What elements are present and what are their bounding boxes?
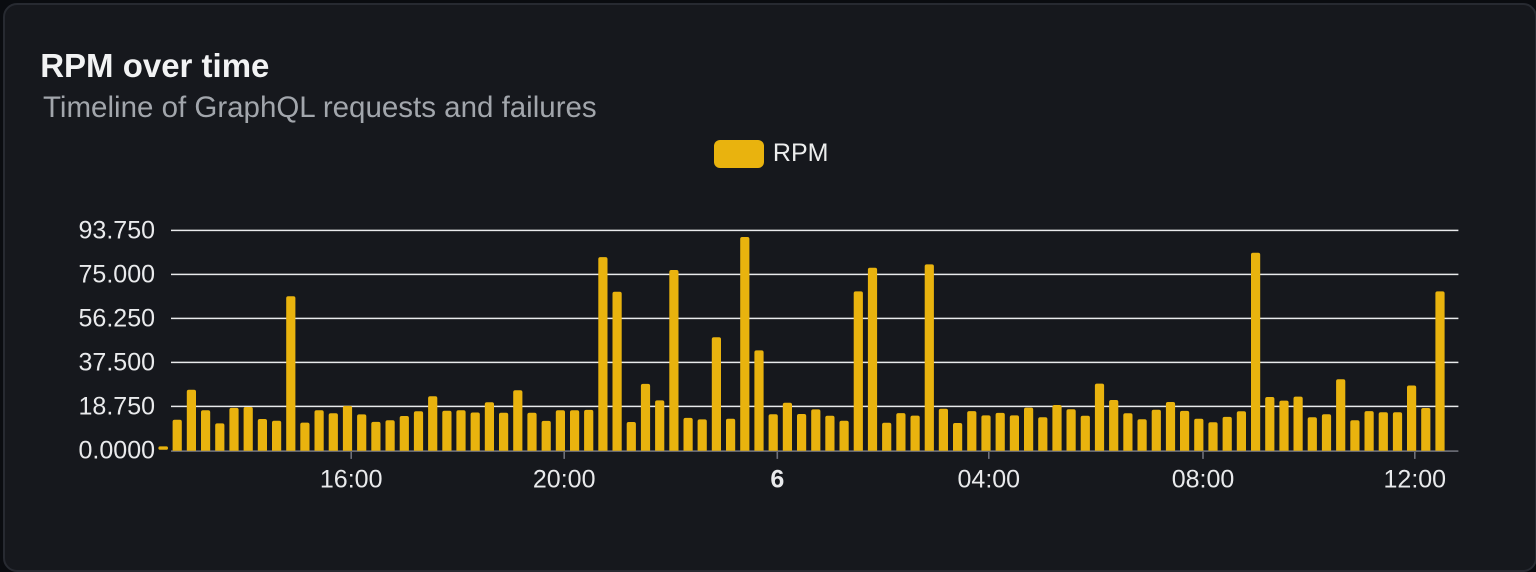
svg-text:6: 6 <box>770 466 784 494</box>
svg-text:12:00: 12:00 <box>1384 466 1447 494</box>
svg-text:20:00: 20:00 <box>533 466 596 494</box>
svg-text:16:00: 16:00 <box>320 466 383 494</box>
svg-text:18.750: 18.750 <box>79 393 155 421</box>
svg-text:37.500: 37.500 <box>79 349 155 377</box>
svg-text:56.250: 56.250 <box>79 305 155 333</box>
svg-text:04:00: 04:00 <box>958 466 1021 494</box>
svg-text:08:00: 08:00 <box>1172 466 1235 494</box>
svg-text:93.750: 93.750 <box>79 217 155 245</box>
svg-text:0.0000: 0.0000 <box>79 437 155 465</box>
svg-text:75.000: 75.000 <box>79 261 155 289</box>
